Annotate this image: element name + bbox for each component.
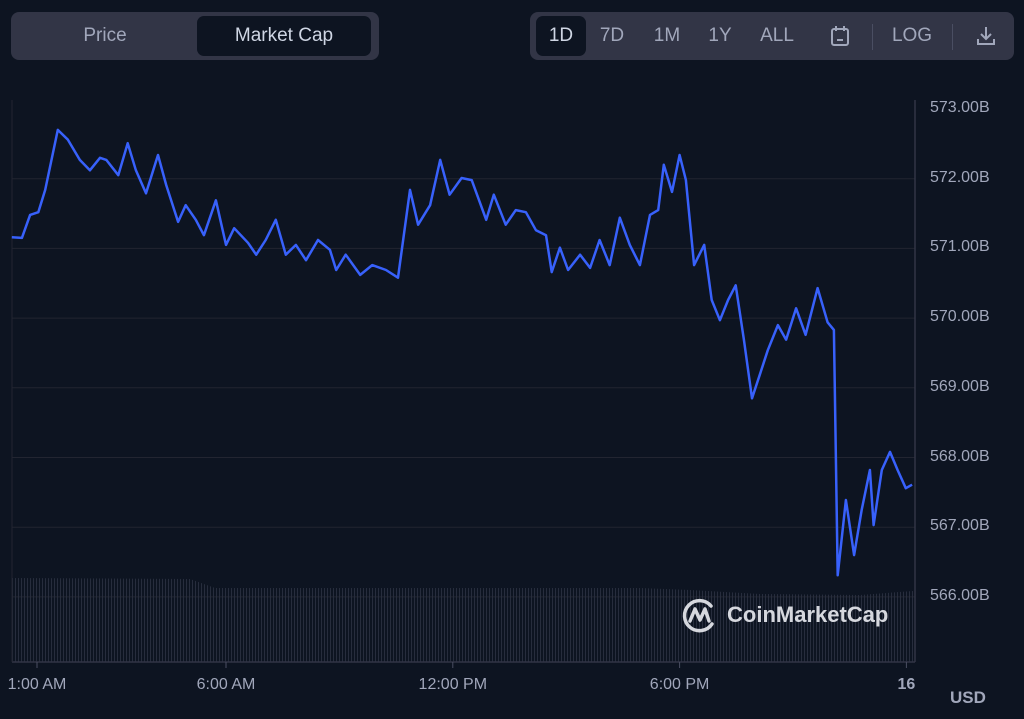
y-tick-label: 567.00B [930, 517, 990, 535]
range-1m-button[interactable]: 1M [653, 25, 681, 46]
y-tick-label: 568.00B [930, 447, 990, 465]
toolbar-divider [952, 24, 953, 50]
range-7d-button[interactable]: 7D [599, 25, 625, 46]
log-scale-button[interactable]: LOG [891, 25, 933, 46]
x-tick-label: 1:00 AM [7, 676, 67, 693]
y-tick-label: 573.00B [930, 99, 990, 116]
y-tick-label: 566.00B [930, 586, 990, 604]
calendar-icon [831, 25, 849, 46]
range-all-button[interactable]: ALL [760, 25, 794, 46]
toolbar-divider [872, 24, 873, 50]
y-tick-label: 572.00B [930, 168, 990, 186]
y-tick-label: 570.00B [930, 308, 990, 326]
coinmarketcap-watermark: CoinMarketCap [681, 596, 888, 634]
market-cap-line [11, 128, 913, 577]
download-button[interactable] [966, 16, 1006, 56]
download-icon [977, 26, 995, 45]
currency-label: USD [950, 688, 986, 707]
x-tick-label: 12:00 PM [418, 676, 488, 693]
watermark-text: CoinMarketCap [727, 602, 889, 627]
range-toolbar: 1D 7D 1M 1Y ALL LOG [530, 12, 1014, 60]
volume-area [12, 578, 913, 662]
x-tick-label: 6:00 PM [649, 676, 710, 693]
market-cap-tab[interactable]: Market Cap [197, 16, 371, 56]
x-tick-label: 16 [897, 676, 916, 693]
y-tick-label: 569.00B [930, 377, 990, 395]
price-tab[interactable]: Price [83, 25, 127, 46]
calendar-button[interactable] [820, 16, 860, 56]
y-tick-label: 571.00B [930, 238, 990, 256]
x-tick-label: 6:00 AM [196, 676, 256, 693]
chart-type-toggle: Price Market Cap [11, 12, 379, 60]
coinmarketcap-logo-icon [682, 598, 714, 633]
range-1d-button[interactable]: 1D [536, 16, 586, 56]
range-1y-button[interactable]: 1Y [708, 25, 732, 46]
